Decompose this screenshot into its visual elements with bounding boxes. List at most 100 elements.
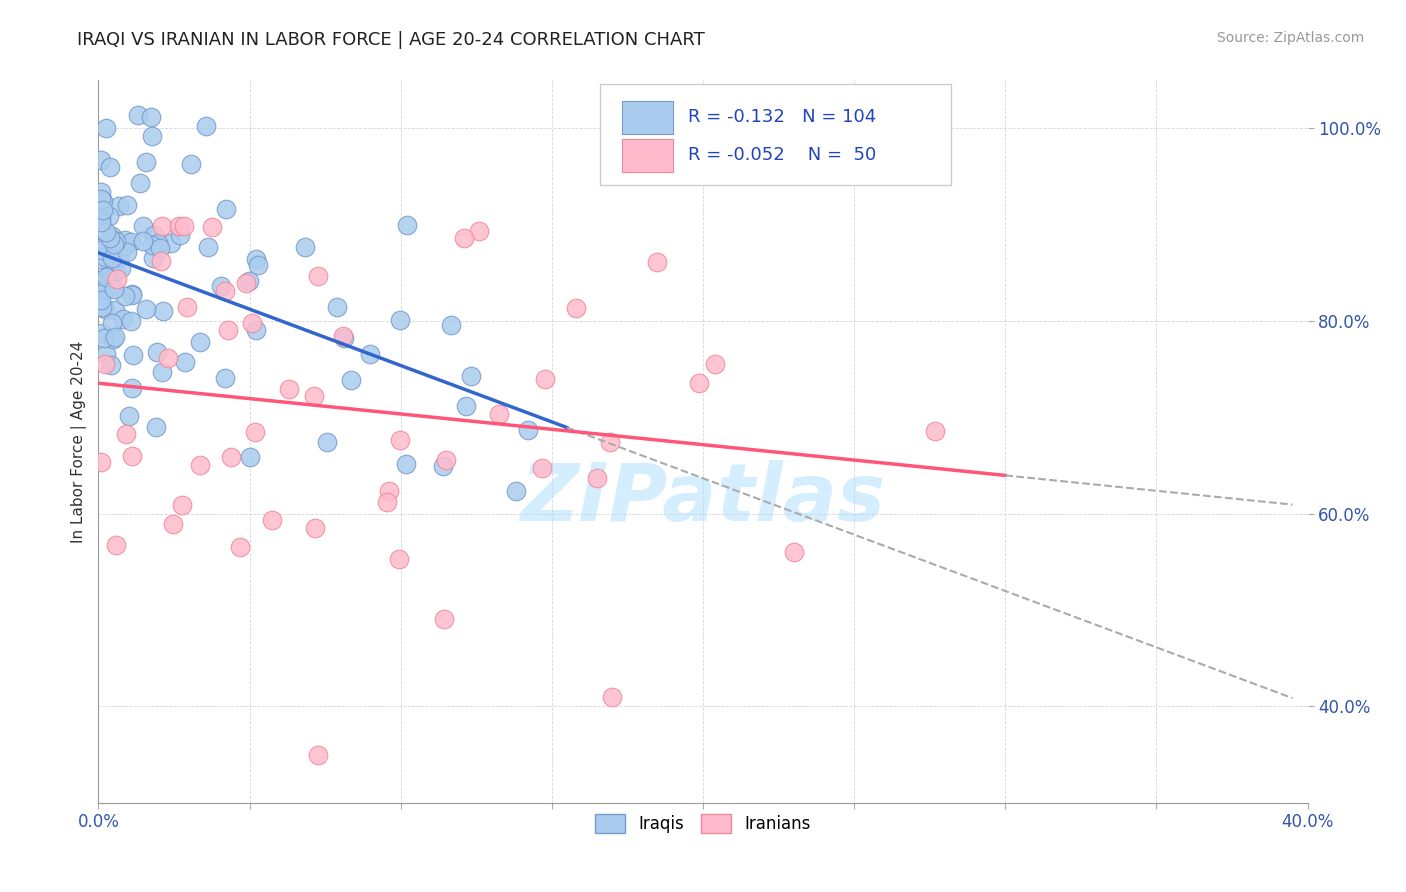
- Point: [599, 434, 621, 449]
- Point: [98, 161, 121, 175]
- Point: [247, 259, 270, 273]
- Point: [534, 371, 557, 385]
- Point: [197, 240, 219, 254]
- Point: [388, 552, 411, 566]
- Point: [100, 231, 122, 245]
- Point: [93, 302, 115, 317]
- Point: [100, 251, 122, 265]
- Text: IRAQI VS IRANIAN IN LABOR FORCE | AGE 20-24 CORRELATION CHART: IRAQI VS IRANIAN IN LABOR FORCE | AGE 20…: [77, 31, 704, 49]
- Legend: Iraqis, Iranians: Iraqis, Iranians: [586, 805, 820, 841]
- Point: [214, 202, 236, 216]
- Point: [90, 215, 112, 229]
- Point: [146, 345, 169, 359]
- Point: [240, 316, 263, 330]
- Point: [120, 235, 142, 249]
- Point: [105, 272, 128, 286]
- Point: [333, 331, 356, 345]
- Point: [169, 227, 191, 242]
- Point: [219, 450, 242, 464]
- Point: [135, 154, 157, 169]
- Point: [118, 409, 141, 424]
- Point: [315, 435, 337, 450]
- Point: [114, 239, 136, 253]
- Point: [91, 203, 114, 218]
- Point: [114, 427, 136, 442]
- Point: [704, 357, 727, 371]
- Point: [468, 224, 491, 238]
- Point: [516, 423, 538, 437]
- Point: [90, 252, 112, 267]
- Point: [235, 276, 257, 290]
- Point: [104, 303, 127, 318]
- Point: [307, 747, 329, 762]
- Point: [115, 244, 138, 259]
- Point: [103, 236, 125, 251]
- Point: [395, 218, 418, 232]
- Point: [139, 111, 162, 125]
- Point: [110, 261, 132, 276]
- Point: [104, 264, 127, 278]
- Point: [453, 231, 475, 245]
- Point: [304, 521, 326, 535]
- Point: [90, 243, 112, 257]
- Point: [209, 279, 232, 293]
- Point: [378, 483, 401, 498]
- Point: [565, 301, 588, 315]
- Point: [433, 611, 456, 625]
- Point: [195, 120, 218, 134]
- Point: [167, 219, 190, 233]
- Point: [96, 225, 118, 239]
- Point: [101, 316, 124, 330]
- Point: [96, 120, 118, 135]
- Point: [645, 255, 668, 269]
- Point: [277, 382, 299, 396]
- Point: [238, 274, 260, 288]
- Point: [152, 304, 174, 318]
- Point: [93, 281, 115, 295]
- Point: [91, 326, 114, 340]
- Point: [176, 300, 198, 314]
- Point: [332, 329, 354, 343]
- Point: [173, 219, 195, 234]
- Point: [688, 376, 710, 391]
- Point: [149, 241, 172, 255]
- Point: [90, 293, 112, 307]
- Point: [121, 348, 143, 362]
- Point: [132, 234, 155, 248]
- Point: [214, 371, 236, 385]
- Point: [245, 252, 267, 266]
- Point: [121, 287, 143, 301]
- Point: [121, 449, 143, 463]
- Point: [94, 250, 117, 264]
- Point: [91, 194, 114, 208]
- Text: R = -0.052    N =  50: R = -0.052 N = 50: [689, 146, 877, 164]
- Point: [217, 323, 239, 337]
- Point: [94, 282, 117, 296]
- Point: [100, 272, 122, 286]
- Point: [201, 219, 224, 234]
- Point: [162, 517, 184, 532]
- Point: [359, 347, 381, 361]
- Text: R = -0.132   N = 104: R = -0.132 N = 104: [689, 108, 877, 126]
- Point: [152, 365, 174, 379]
- Point: [172, 498, 194, 512]
- Point: [100, 228, 122, 243]
- Point: [115, 198, 138, 212]
- Point: [307, 269, 329, 284]
- Point: [243, 425, 266, 440]
- Point: [103, 329, 125, 343]
- Text: Source: ZipAtlas.com: Source: ZipAtlas.com: [1216, 31, 1364, 45]
- Point: [90, 455, 112, 469]
- Point: [180, 157, 202, 171]
- Point: [141, 251, 163, 265]
- Point: [114, 233, 136, 247]
- Point: [141, 129, 163, 144]
- Point: [488, 408, 510, 422]
- Point: [602, 690, 624, 704]
- Point: [121, 382, 143, 396]
- Point: [434, 452, 457, 467]
- Point: [105, 234, 128, 248]
- Point: [586, 471, 609, 485]
- Point: [150, 253, 173, 268]
- Point: [121, 286, 143, 301]
